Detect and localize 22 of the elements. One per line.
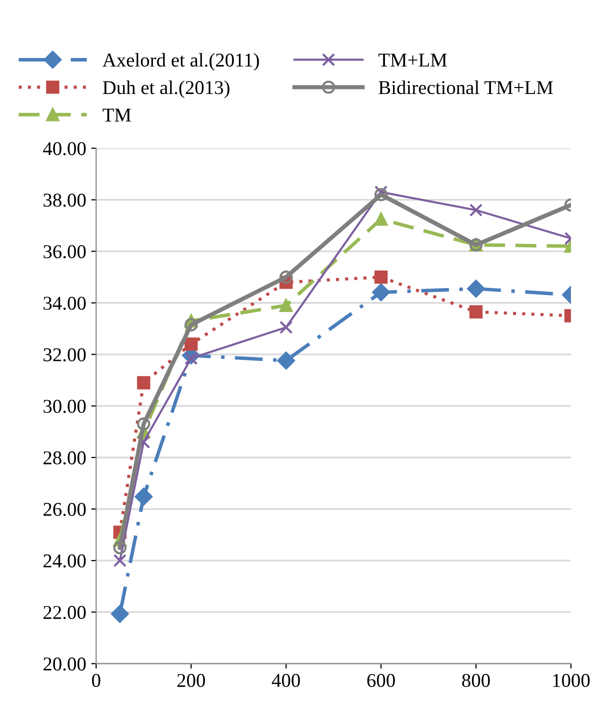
- legend-label: TM: [102, 108, 131, 122]
- legend-label: Bidirectional TM+LM: [378, 80, 553, 94]
- x-tick-label: 600: [367, 674, 395, 688]
- x-tick-label: 800: [462, 674, 490, 688]
- x-tick-label: 200: [177, 674, 205, 688]
- y-tick-label: 38.00: [44, 194, 86, 207]
- y-tick-label: 32.00: [44, 348, 86, 362]
- y-tick-label: 22.00: [44, 606, 86, 620]
- y-tick-label: 24.00: [44, 554, 86, 568]
- y-tick-label: 20.00: [44, 657, 86, 671]
- legend-label: TM+LM: [378, 54, 447, 67]
- legend-label: Axelord et al.(2011): [102, 53, 259, 71]
- x-tick-label: 400: [272, 674, 300, 688]
- legend-label: Duh et al.(2013): [102, 80, 230, 98]
- y-tick-label: 28.00: [44, 451, 86, 465]
- y-tick-label: 34.00: [44, 296, 86, 310]
- x-tick-label: 0: [92, 674, 100, 688]
- y-tick-label: 26.00: [44, 502, 86, 516]
- y-tick-label: 30.00: [44, 400, 86, 413]
- y-tick-label: 36.00: [44, 245, 86, 258]
- y-tick-label: 40.00: [43, 142, 86, 156]
- x-tick-label: 1000: [553, 674, 590, 688]
